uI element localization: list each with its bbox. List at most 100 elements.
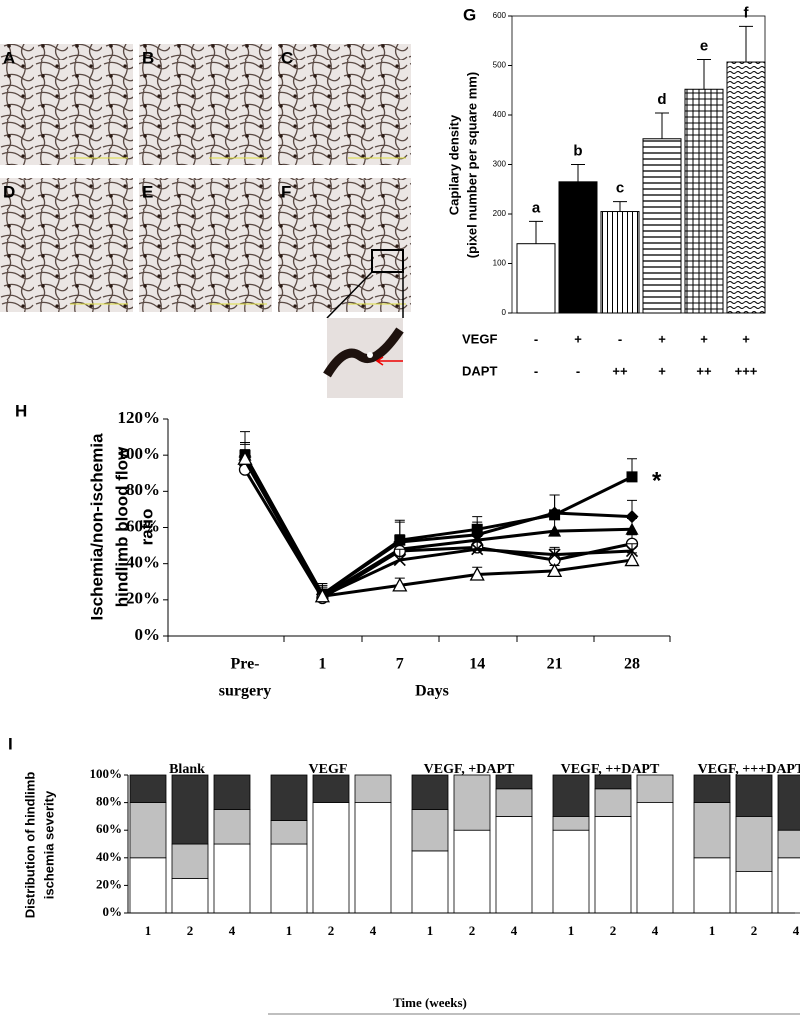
panel-label: G <box>463 5 476 24</box>
condition-mark: + <box>742 331 750 346</box>
bar-segment <box>552 829 590 914</box>
micrograph <box>139 44 272 165</box>
marker <box>393 553 406 567</box>
bar-segment <box>636 802 674 914</box>
condition-mark: + <box>700 331 708 346</box>
bar-annotation: c <box>616 180 624 197</box>
x-tick-label: 1 <box>568 923 575 938</box>
bar-segment <box>735 871 773 914</box>
bar-segment <box>594 774 632 790</box>
x-tick-label: 4 <box>370 923 377 938</box>
bar-segment <box>171 843 209 879</box>
marker <box>548 548 561 561</box>
y-tick-label: 100 <box>493 259 507 268</box>
axes <box>127 775 795 914</box>
bar-segment <box>735 816 773 873</box>
bar-segment <box>354 802 392 914</box>
x-tick-label: 1 <box>318 656 326 673</box>
condition-mark: + <box>574 331 582 346</box>
condition-label: VEGF <box>462 331 497 346</box>
bar-annotation: d <box>657 91 666 108</box>
bar-segment <box>411 774 449 810</box>
bar-segment <box>777 774 800 831</box>
y-tick-label: 0% <box>135 625 161 644</box>
bar-segment <box>693 857 731 914</box>
x-tick-label: surgery <box>219 683 271 700</box>
condition-mark: ++ <box>612 363 628 378</box>
series-line <box>243 454 633 599</box>
marker <box>625 544 639 558</box>
marker <box>625 522 639 535</box>
bar-segment <box>693 802 731 859</box>
bar-segment <box>129 802 167 859</box>
marker <box>624 552 640 567</box>
condition-mark: ++ <box>696 363 712 378</box>
y-tick-label: 200 <box>493 209 507 218</box>
x-tick-label: 2 <box>187 923 194 938</box>
bar <box>558 181 598 314</box>
marker <box>548 524 562 537</box>
y-tick-label: 500 <box>493 61 507 70</box>
bar-annotation: a <box>532 199 541 216</box>
error-bar <box>529 220 543 244</box>
series-line <box>243 454 633 597</box>
x-tick-label: 1 <box>427 923 434 938</box>
bar-segment <box>270 820 308 845</box>
bar-annotation: e <box>700 38 708 55</box>
bar-segment <box>594 816 632 914</box>
bar-segment <box>270 774 308 821</box>
panel-label: E <box>142 182 153 201</box>
error-bar <box>697 59 711 90</box>
y-axis-label: hindlimb blood flow <box>112 446 131 607</box>
bar-segment <box>636 774 674 804</box>
micrographs: A B C D E F <box>0 44 411 398</box>
x-tick-label: 1 <box>709 923 716 938</box>
bar <box>642 138 682 314</box>
x-tick-label: 1 <box>145 923 152 938</box>
bar-annotation: f <box>744 4 750 21</box>
y-axis-label: Ischemia/non-ischemia <box>87 433 106 621</box>
error-bar <box>571 164 585 182</box>
marker <box>625 510 639 524</box>
x-axis-label: Time (weeks) <box>393 995 467 1010</box>
panel-label: A <box>3 48 15 67</box>
x-tick-label: 2 <box>610 923 617 938</box>
micrograph <box>0 178 133 312</box>
condition-mark: - <box>618 331 622 346</box>
y-tick-label: 20% <box>96 876 122 891</box>
bar-segment <box>693 774 731 804</box>
zoom-vessel <box>323 327 404 378</box>
y-axis-label: Distribution of hindlimb <box>22 772 37 919</box>
bar-segment <box>453 774 491 831</box>
panel-label: F <box>281 182 291 201</box>
y-tick-label: 80% <box>96 794 122 809</box>
micrograph <box>0 44 133 165</box>
y-tick-label: 40% <box>96 849 122 864</box>
y-tick-label: 40% <box>126 553 160 572</box>
bar <box>684 88 724 314</box>
bar-segment <box>552 774 590 817</box>
bar <box>600 211 640 314</box>
y-tick-label: 20% <box>126 589 160 608</box>
y-tick-label: 80% <box>126 480 160 499</box>
x-tick-label: 21 <box>547 656 563 673</box>
bar-segment <box>495 816 533 914</box>
marker <box>314 588 330 603</box>
y-tick-label: 100% <box>118 444 161 463</box>
y-tick-label: 300 <box>493 160 507 169</box>
x-tick-label: 14 <box>469 656 485 673</box>
bar-segment <box>777 857 800 914</box>
bar-segment <box>270 843 308 914</box>
micrograph <box>139 178 272 312</box>
y-tick-label: 60% <box>96 821 122 836</box>
panel-label: B <box>142 48 154 67</box>
y-axis-label: Capilary density <box>446 114 461 215</box>
condition-mark: + <box>658 331 666 346</box>
bar-segment <box>129 774 167 804</box>
group-label: VEGF, ++DAPT <box>561 762 660 777</box>
marker <box>469 566 485 581</box>
condition-label: DAPT <box>462 363 497 378</box>
bar-segment <box>735 774 773 817</box>
bar-segment <box>552 816 590 831</box>
marker <box>547 563 563 578</box>
